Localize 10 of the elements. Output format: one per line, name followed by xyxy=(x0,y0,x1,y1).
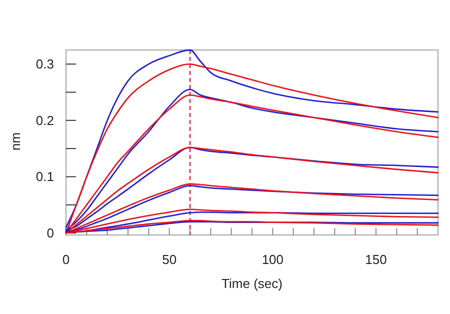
x-tick-label: 50 xyxy=(162,252,177,267)
y-tick-label: 0.2 xyxy=(36,112,54,128)
x-tick-label: 0 xyxy=(62,252,70,267)
y-axis-title: nm xyxy=(8,132,23,151)
y-tick-label: 0 xyxy=(46,226,54,241)
x-axis-title: Time (sec) xyxy=(222,276,282,291)
x-tick-label: 150 xyxy=(365,252,387,267)
y-tick-label: 0.3 xyxy=(36,56,54,72)
y-tick-label: 0.1 xyxy=(36,169,54,184)
x-tick-label: 100 xyxy=(262,252,284,267)
